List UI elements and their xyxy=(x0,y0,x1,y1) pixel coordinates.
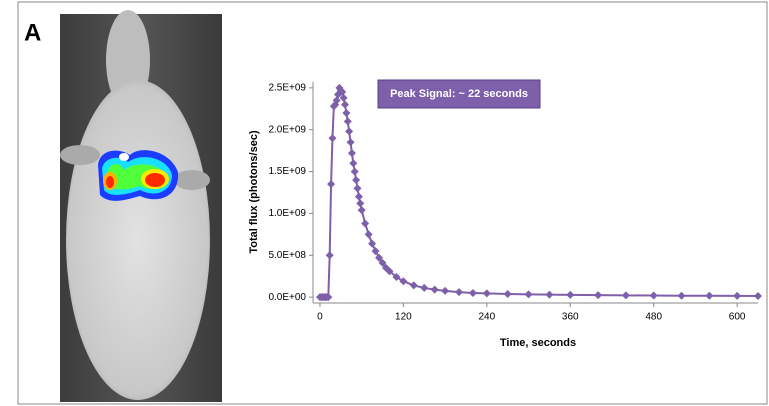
panel-label: A xyxy=(24,19,41,46)
data-point xyxy=(342,108,351,117)
data-point xyxy=(371,247,380,256)
plot: 0.0E+00 5.0E+08 1.0E+09 1.5E+09 2.0E+09 2.5E+… xyxy=(268,82,762,323)
x-tick-label: 360 xyxy=(562,312,579,323)
data-point xyxy=(328,134,337,143)
data-point xyxy=(733,291,742,300)
data-point xyxy=(353,184,362,193)
data-point xyxy=(420,283,429,292)
data-point xyxy=(332,96,341,105)
data-point xyxy=(594,291,603,300)
data-point xyxy=(524,290,533,299)
y-tick-label: 0.0E+00 xyxy=(268,292,306,303)
x-tick-label: 120 xyxy=(395,312,412,323)
data-point xyxy=(339,93,348,102)
data-point xyxy=(441,286,450,295)
data-point xyxy=(324,293,333,302)
data-point xyxy=(677,291,686,300)
data-point xyxy=(385,267,394,276)
data-point xyxy=(705,291,714,300)
data-point xyxy=(347,149,356,158)
data-point xyxy=(346,138,355,147)
data-point xyxy=(566,290,575,299)
data-point xyxy=(352,175,361,184)
x-axis-label: Time, seconds xyxy=(500,337,576,349)
x-tick-label: 240 xyxy=(478,312,495,323)
data-point xyxy=(327,180,336,189)
annotation-box xyxy=(377,79,541,109)
data-point xyxy=(375,253,384,262)
data-point xyxy=(649,291,658,300)
data-point xyxy=(345,127,354,136)
data-point xyxy=(392,273,401,282)
data-point xyxy=(325,251,334,260)
data-point xyxy=(430,285,439,294)
data-point xyxy=(754,291,762,300)
data-point xyxy=(378,258,387,267)
data-point xyxy=(356,199,365,208)
data-point xyxy=(468,288,477,297)
data-point xyxy=(350,167,359,176)
data-point xyxy=(399,277,408,286)
data-point xyxy=(364,230,373,239)
data-point xyxy=(482,289,491,298)
data-point xyxy=(338,88,347,97)
data-point xyxy=(343,117,352,126)
x-tick-label: 600 xyxy=(729,312,746,323)
data-point xyxy=(503,289,512,298)
y-tick-label: 1.5E+09 xyxy=(268,166,306,177)
y-tick-label: 2.0E+09 xyxy=(268,124,306,135)
data-point xyxy=(349,159,358,168)
data-point xyxy=(357,206,366,215)
data-point xyxy=(368,239,377,248)
data-point xyxy=(409,281,418,290)
y-tick-label: 5.0E+08 xyxy=(268,250,306,261)
data-point xyxy=(354,192,363,201)
data-point xyxy=(340,100,349,109)
y-tick-label: 1.0E+09 xyxy=(268,208,306,219)
annotation: Peak Signal: ~ 22 seconds xyxy=(390,88,528,100)
figure-border xyxy=(17,1,768,405)
y-axis-label: Total flux (photons/sec) xyxy=(248,130,260,254)
data-point xyxy=(455,288,464,297)
data-point xyxy=(361,219,370,228)
x-tick-label: 0 xyxy=(317,312,323,323)
data-point xyxy=(621,291,630,300)
data-point xyxy=(545,290,554,299)
y-tick-label: 2.5E+09 xyxy=(268,83,306,94)
mouse-image xyxy=(60,10,222,402)
x-tick-label: 480 xyxy=(645,312,662,323)
